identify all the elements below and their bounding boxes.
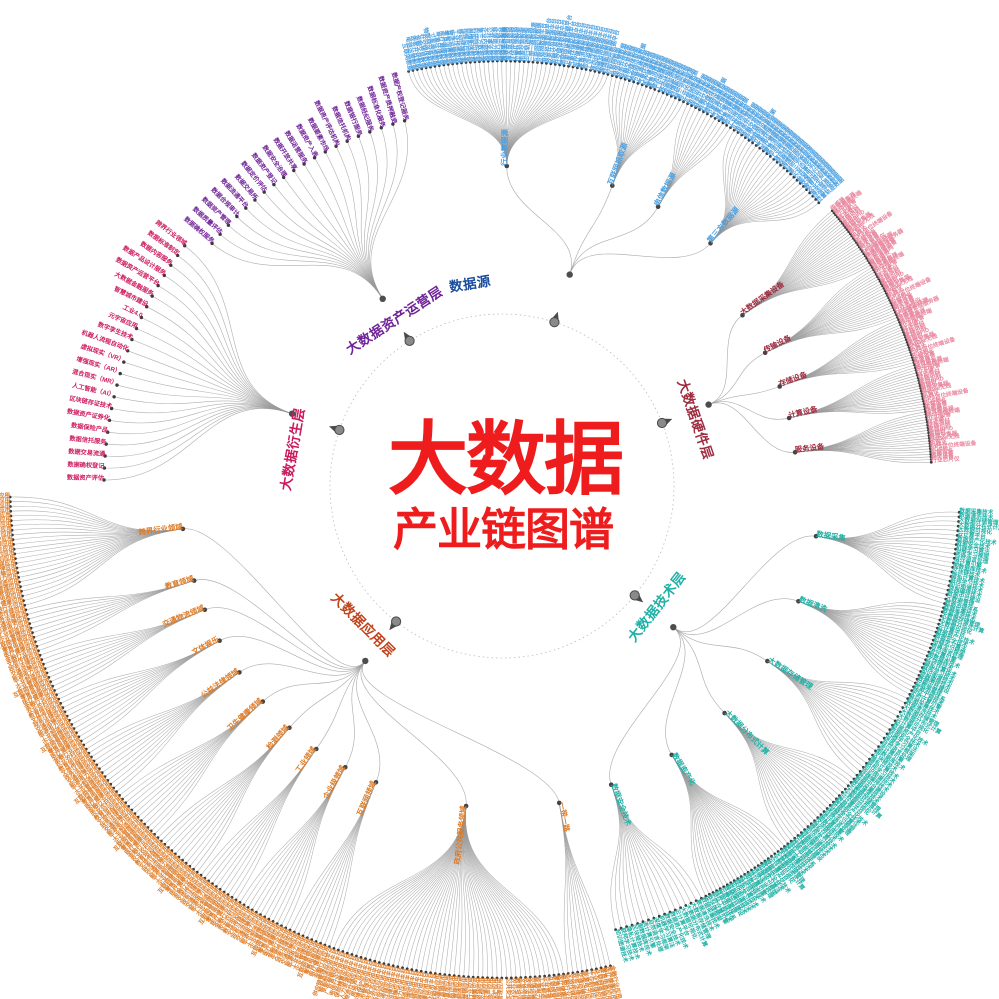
svg-text:行业数据源: 行业数据源 xyxy=(500,128,510,167)
svg-text:数据资产评估: 数据资产评估 xyxy=(67,473,105,482)
svg-text:大数据: 大数据 xyxy=(388,415,622,504)
svg-text:产业链图谱: 产业链图谱 xyxy=(393,504,613,555)
svg-text:风控反欺诈应用: 风控反欺诈应用 xyxy=(0,491,10,500)
